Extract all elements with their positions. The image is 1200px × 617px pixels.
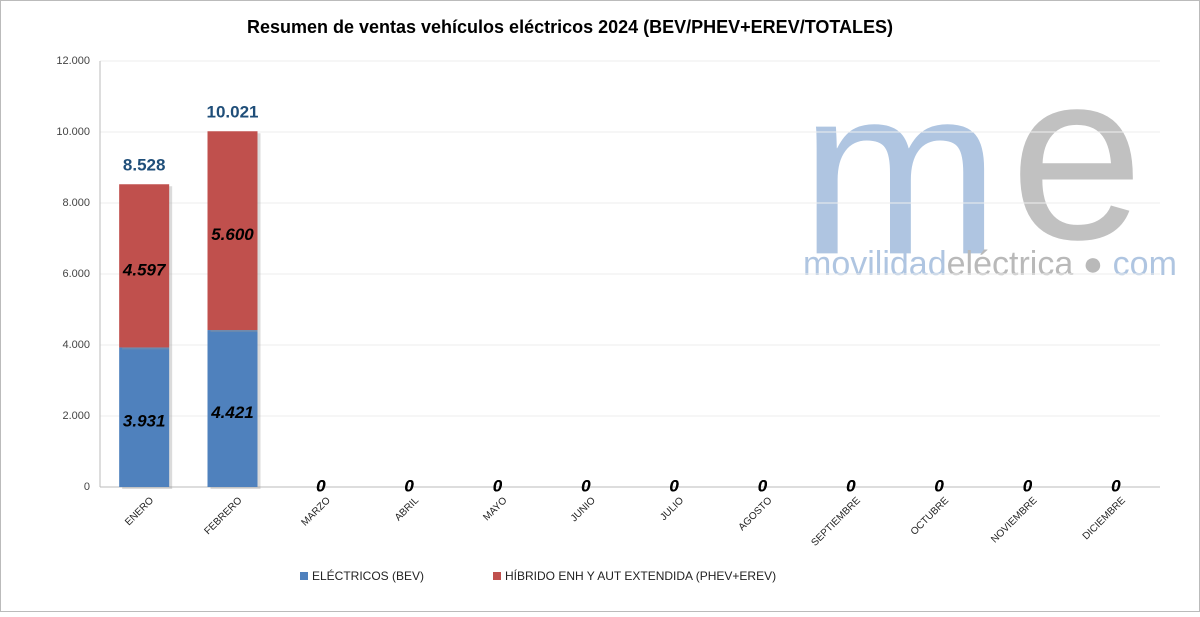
bar-segment xyxy=(119,184,170,348)
bar-value-label: 0 xyxy=(493,476,503,495)
bar-segment xyxy=(119,347,170,487)
chart-title: Resumen de ventas vehículos eléctricos 2… xyxy=(247,17,893,37)
watermark-logo: m xyxy=(800,36,1000,304)
watermark-dot: ● xyxy=(1073,245,1112,283)
bar-value-label: 4.597 xyxy=(122,260,167,279)
bar-value-label: 0 xyxy=(758,476,768,495)
watermark-logo: e xyxy=(1010,21,1143,289)
total-label: 8.528 xyxy=(123,156,166,175)
bar-segment xyxy=(207,131,258,331)
legend-swatch xyxy=(300,572,308,580)
watermark: m e movilidadeléctrica ● com xyxy=(800,21,1177,304)
y-tick-label: 8.000 xyxy=(62,197,90,209)
bar-value-label: 0 xyxy=(758,476,768,495)
bar-value-label: 0 xyxy=(1111,476,1121,495)
bar-value-label: 0 xyxy=(1023,476,1033,495)
watermark-part: movilidad xyxy=(803,245,947,283)
y-tick-label: 4.000 xyxy=(62,339,90,351)
bar-value-label: 0 xyxy=(934,476,944,495)
bar-value-label: 0 xyxy=(581,476,591,495)
bar-value-label: 0 xyxy=(404,476,414,495)
bar-value-label: 0 xyxy=(493,476,503,495)
y-tick-label: 12.000 xyxy=(56,55,90,67)
bar-value-label: 0 xyxy=(846,476,856,495)
y-tick-label: 0 xyxy=(84,481,90,493)
bar-value-label: 3.931 xyxy=(123,412,166,431)
bar-value-label: 0 xyxy=(669,476,679,495)
y-tick-label: 10.000 xyxy=(56,126,90,138)
bar-value-label: 0 xyxy=(581,476,591,495)
y-tick-label: 2.000 xyxy=(62,410,90,422)
bar-value-label: 5.600 xyxy=(211,225,254,244)
watermark-text: movilidadeléctrica ● com xyxy=(803,245,1177,283)
bar-value-label: 0 xyxy=(1111,476,1121,495)
bar-value-label: 4.421 xyxy=(210,403,254,422)
watermark-part: eléctrica xyxy=(947,245,1074,283)
total-label: 10.021 xyxy=(207,103,259,122)
bar-segment xyxy=(207,330,258,487)
legend-swatch xyxy=(493,572,501,580)
bar-value-label: 0 xyxy=(934,476,944,495)
watermark-part: com xyxy=(1113,245,1177,283)
legend-label: ELÉCTRICOS (BEV) xyxy=(312,568,424,583)
bar-value-label: 0 xyxy=(1023,476,1033,495)
bar-value-label: 0 xyxy=(316,476,326,495)
y-tick-label: 6.000 xyxy=(62,268,90,280)
bar-value-label: 0 xyxy=(846,476,856,495)
bar-value-label: 0 xyxy=(316,476,326,495)
bar-value-label: 0 xyxy=(404,476,414,495)
legend-label: HÍBRIDO ENH Y AUT EXTENDIDA (PHEV+EREV) xyxy=(505,568,776,583)
bar-value-label: 0 xyxy=(669,476,679,495)
